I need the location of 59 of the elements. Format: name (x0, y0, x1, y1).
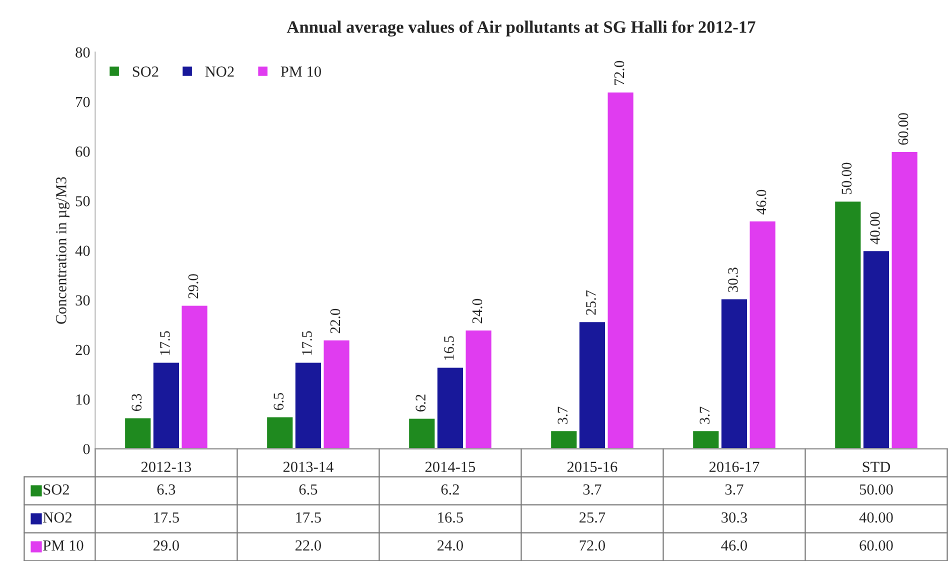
data-label: 40.00 (859, 512, 893, 523)
data-label: 25.7 (580, 512, 606, 523)
text: 3.7 (558, 406, 568, 424)
data-label: 3.7 (725, 484, 744, 495)
text: 60.00 (898, 113, 908, 145)
x-tick-label: 2013-14 (283, 462, 334, 472)
legend-label: SO2 (44, 484, 69, 495)
chart-title: Annual average values of Air pollutants at SG Halli for 2012-17 (286, 20, 756, 37)
y-tick-label: 20 (76, 344, 90, 356)
text: SO2 (132, 66, 158, 77)
x-tick-label: 2015-16 (567, 462, 618, 472)
y-tick-label: 50 (76, 196, 90, 206)
data-label: 30.3 (722, 512, 747, 523)
data-label: 72.0 (580, 540, 606, 551)
y-tick-label: 0 (83, 444, 90, 454)
x-tick-label: STD (862, 462, 890, 472)
text: PM 10 (43, 540, 84, 551)
data-label: 16.5 (438, 512, 463, 523)
data-label: 3.7 (583, 484, 602, 495)
data-label: 6.5 (299, 484, 318, 495)
data-label: 17.5 (154, 512, 179, 523)
data-label: 60.00 (860, 540, 893, 551)
text: 29.0 (188, 274, 198, 298)
data-label: 6.2 (441, 484, 459, 495)
text: 6.3 (132, 394, 142, 411)
data-label: 17.5 (296, 512, 321, 523)
text: 40.00 (870, 212, 880, 244)
text: 6.2 (416, 394, 426, 412)
x-tick-label: 2012-13 (141, 462, 192, 472)
y-axis-title: Concentration in µg/M3 (56, 177, 70, 324)
text: 17.5 (160, 331, 170, 355)
text: 17.5 (302, 331, 312, 355)
text: 6.5 (274, 392, 284, 410)
text: 25.7 (586, 290, 596, 315)
data-label: 22.0 (296, 540, 321, 551)
data-label: 50.00 (860, 484, 893, 495)
data-label: 46.0 (721, 540, 748, 551)
text: 30.3 (728, 268, 738, 292)
x-tick-label: 2016-17 (709, 462, 760, 472)
data-label: 6.3 (157, 484, 176, 495)
text: 22.0 (330, 308, 340, 334)
y-tick-label: 30 (76, 295, 90, 306)
text: 72.0 (614, 60, 624, 85)
data-label: 29.0 (154, 540, 179, 551)
text: 3.7 (700, 406, 710, 424)
y-tick-label: 40 (75, 246, 90, 256)
text: 24.0 (472, 298, 482, 324)
text: 16.5 (444, 336, 454, 360)
legend-label: PM 10 (280, 66, 322, 77)
x-tick-label: 2014-15 (425, 462, 476, 472)
y-tick-label: 80 (76, 47, 90, 58)
text: NO2 (205, 66, 234, 77)
y-tick-label: 70 (76, 96, 90, 108)
legend-label: NO2 (43, 512, 72, 523)
y-tick-label: 10 (76, 394, 90, 405)
text: 50.00 (842, 162, 852, 194)
y-tick-label: 60 (76, 146, 90, 157)
data-label: 24.0 (438, 540, 463, 551)
text: 46.0 (756, 190, 766, 215)
